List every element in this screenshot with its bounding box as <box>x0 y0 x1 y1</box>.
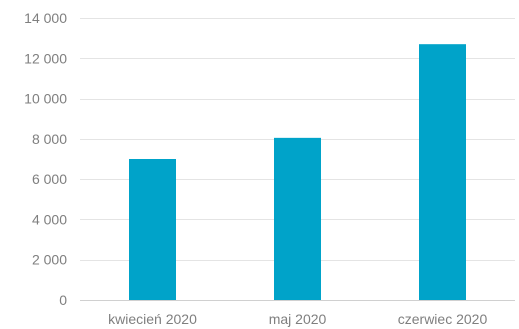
bar <box>129 159 176 300</box>
y-tick-label: 14 000 <box>24 10 67 26</box>
y-axis: 0 2 000 4 000 6 000 8 000 10 000 12 000 14 000 <box>24 10 67 308</box>
x-axis: kwiecień 2020 maj 2020 czerwiec 2020 <box>108 311 487 327</box>
y-tick-label: 6 000 <box>32 171 67 187</box>
x-tick-label: kwiecień 2020 <box>108 311 197 327</box>
y-tick-label: 2 000 <box>32 252 67 268</box>
bar <box>274 137 321 300</box>
y-tick-label: 0 <box>59 292 67 308</box>
bar <box>419 44 466 300</box>
x-tick-label: czerwiec 2020 <box>398 311 488 327</box>
y-tick-label: 10 000 <box>24 91 67 107</box>
y-tick-label: 12 000 <box>24 50 67 66</box>
x-tick-label: maj 2020 <box>269 311 327 327</box>
bars <box>129 44 466 300</box>
y-tick-label: 8 000 <box>32 131 67 147</box>
y-tick-label: 4 000 <box>32 211 67 227</box>
